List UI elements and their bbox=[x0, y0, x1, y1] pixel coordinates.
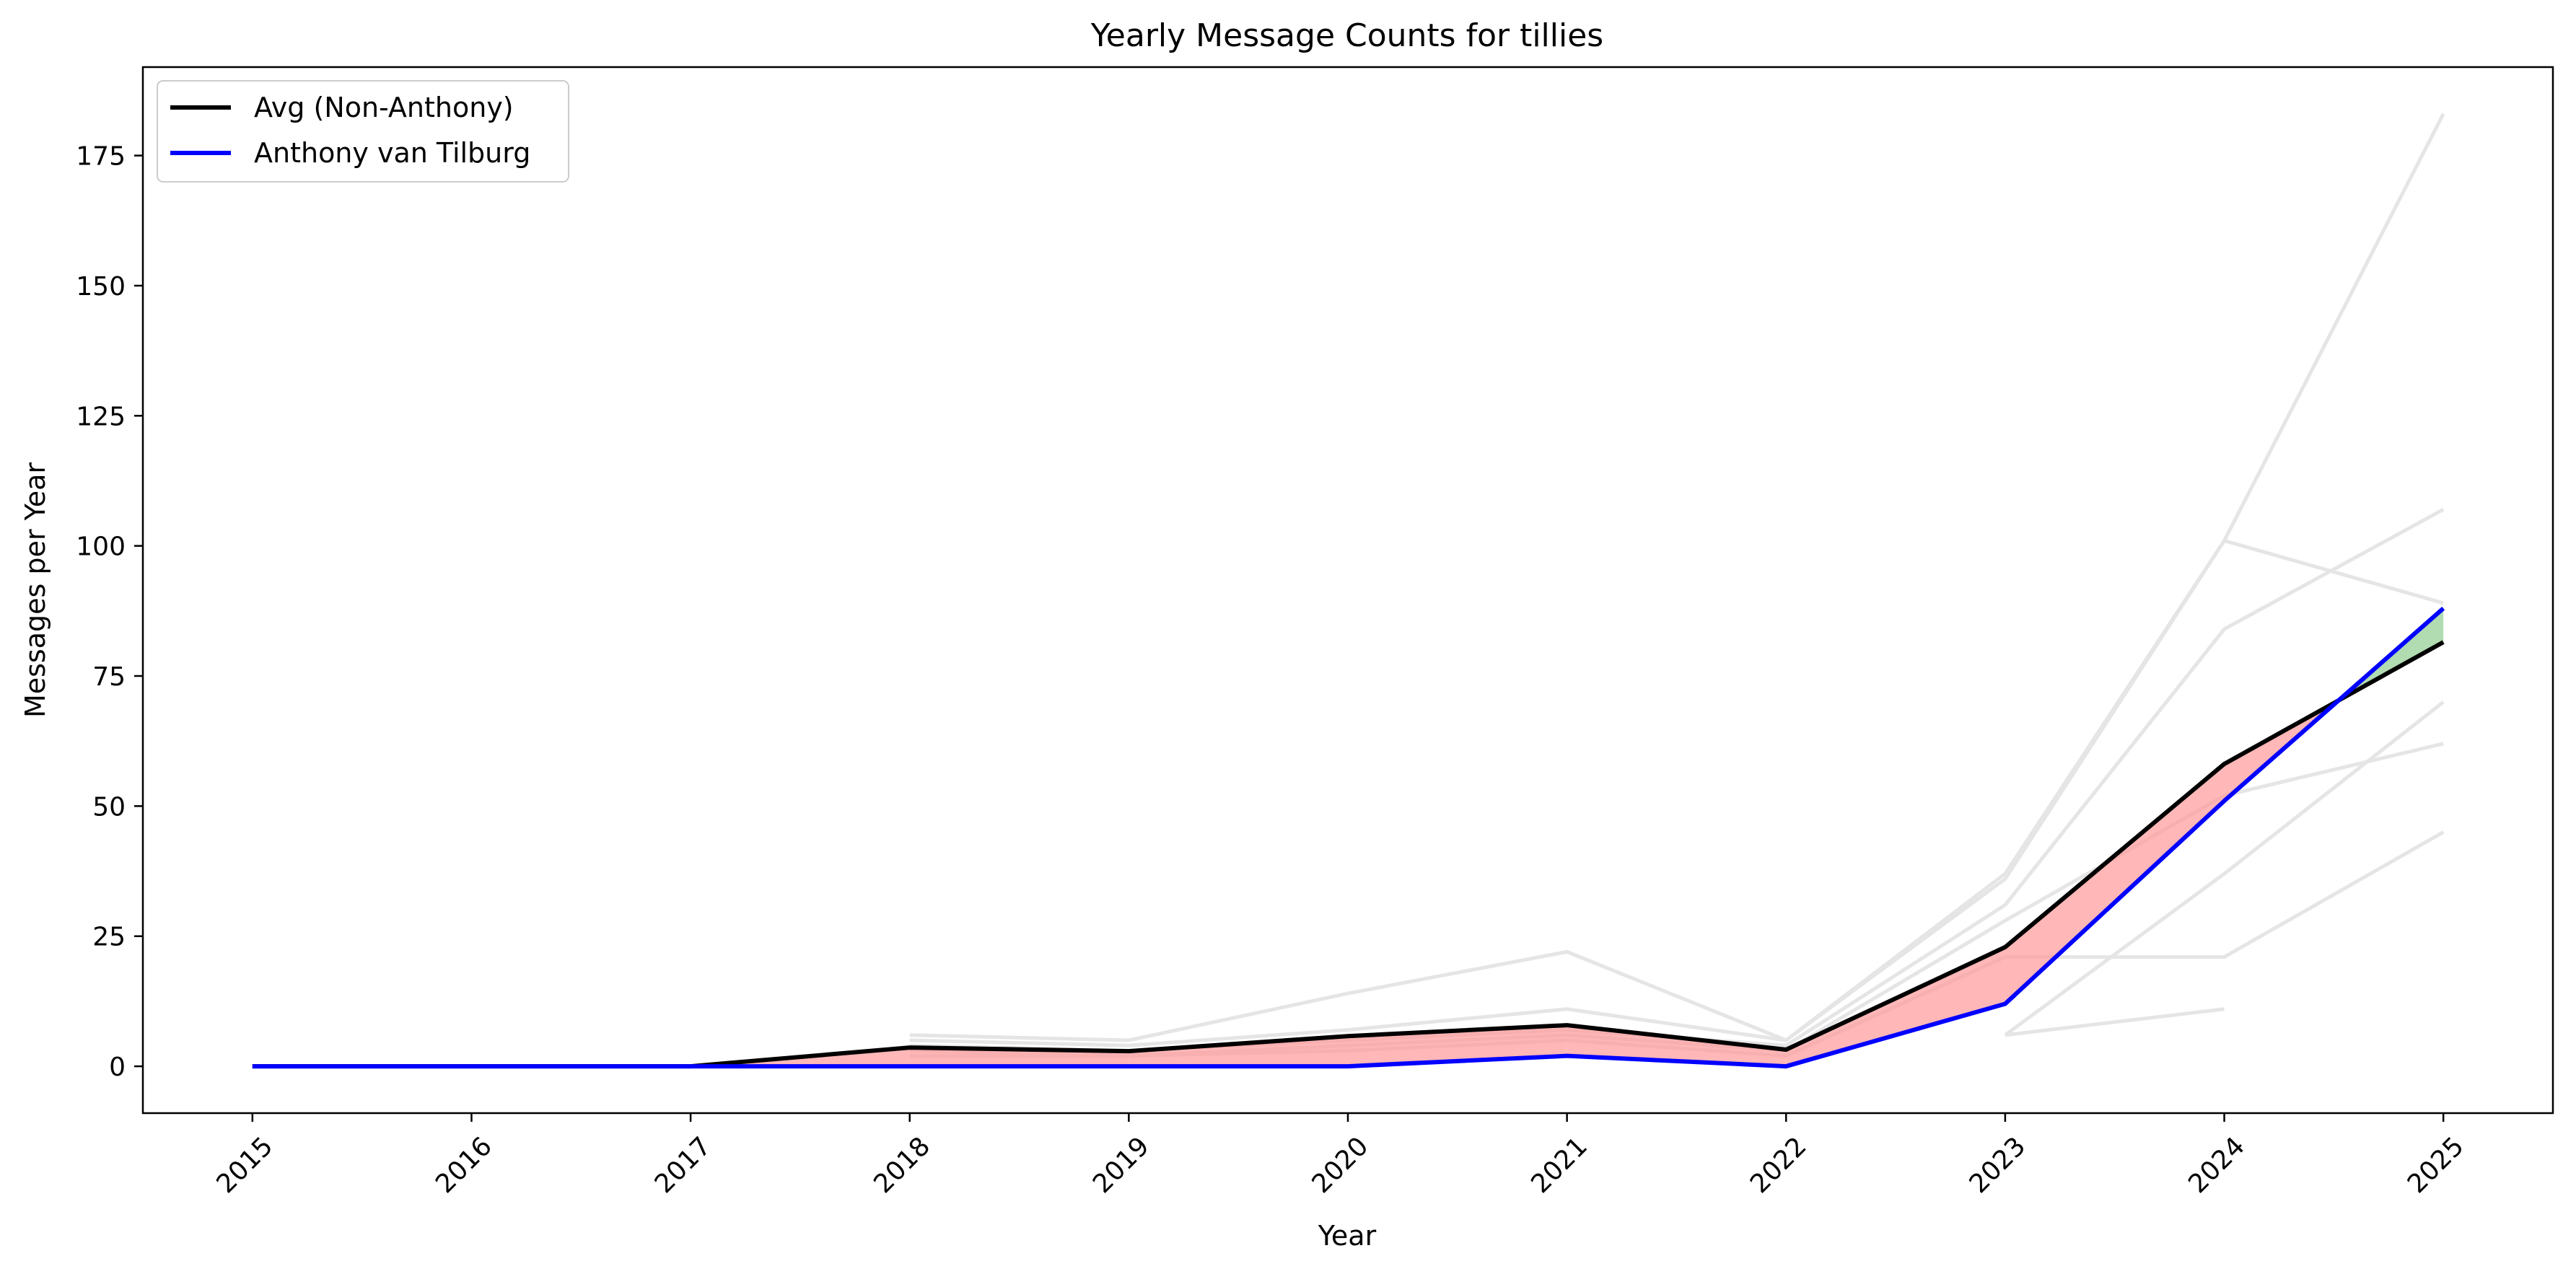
legend-label-anthony-van-tilburg: Anthony van Tilburg bbox=[254, 137, 530, 169]
series-line-anthony-van-tilburg bbox=[252, 606, 2445, 1069]
y-tick-label-175: 175 bbox=[76, 142, 126, 172]
y-tick-label-150: 150 bbox=[76, 272, 126, 302]
background-line-5 bbox=[2004, 700, 2445, 1037]
fill-below-avg-6-0 bbox=[1567, 1025, 1787, 1067]
y-tick-label-25: 25 bbox=[92, 923, 126, 952]
chart-title: Yearly Message Counts for tillies bbox=[1090, 17, 1603, 54]
fill-below-avg-7-0 bbox=[1786, 946, 2005, 1067]
y-axis: 0 25 50 75 100 125 150 175 bbox=[76, 142, 143, 1082]
y-tick-label-100: 100 bbox=[76, 532, 126, 562]
legend: Avg (Non-Anthony) Anthony van Tilburg bbox=[157, 80, 569, 183]
fill-below-avg-4-0 bbox=[1129, 1036, 1348, 1067]
legend-box bbox=[157, 80, 569, 183]
y-tick-label-50: 50 bbox=[92, 792, 126, 822]
plot-area bbox=[252, 113, 2445, 1069]
background-line-6 bbox=[2005, 1007, 2225, 1037]
y-tick-label-0: 0 bbox=[109, 1053, 126, 1082]
fill-below-avg-8-0 bbox=[2005, 763, 2225, 1004]
y-axis-label: Messages per Year bbox=[19, 462, 51, 718]
legend-label-avg-non-anthony: Avg (Non-Anthony) bbox=[254, 92, 514, 123]
background-line-1 bbox=[909, 538, 2444, 1047]
series-lines bbox=[252, 606, 2445, 1069]
y-tick-label-125: 125 bbox=[76, 402, 126, 431]
x-axis-label: Year bbox=[1318, 1220, 1377, 1252]
y-tick-label-75: 75 bbox=[92, 662, 126, 692]
